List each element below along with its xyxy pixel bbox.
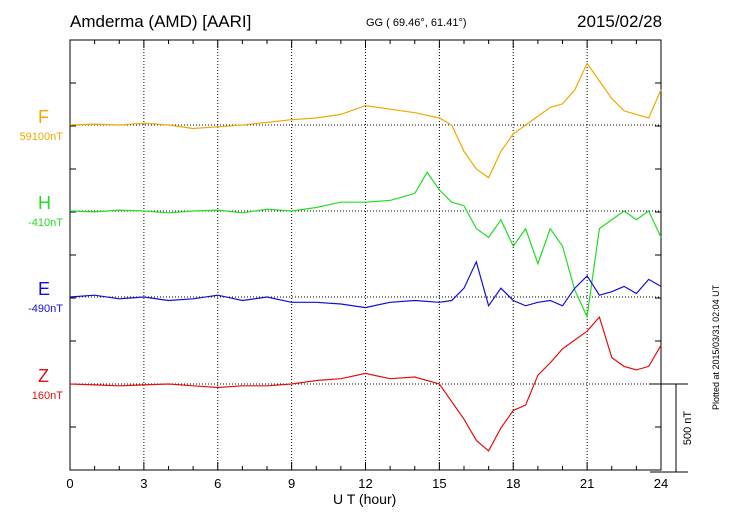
scale-bar: 500 nT bbox=[650, 383, 694, 473]
baseline-value-h: -410nT bbox=[28, 217, 63, 229]
plot-grid bbox=[70, 40, 661, 470]
x-tick-label: 18 bbox=[506, 476, 520, 491]
series-line-f bbox=[69, 62, 662, 179]
x-tick-label: 12 bbox=[358, 476, 372, 491]
series-line-z bbox=[69, 315, 662, 452]
date-label: 2015/02/28 bbox=[577, 12, 663, 31]
x-tick-label: 6 bbox=[214, 476, 221, 491]
x-tick-label: 24 bbox=[654, 476, 668, 491]
series-line-e bbox=[69, 260, 662, 309]
x-tick-label: 9 bbox=[288, 476, 295, 491]
x-tick-label: 3 bbox=[140, 476, 147, 491]
baseline-value-z: 160nT bbox=[31, 390, 63, 402]
component-label-f: F bbox=[38, 107, 49, 127]
x-axis-label: U T (hour) bbox=[333, 491, 397, 507]
x-tick-label: 21 bbox=[580, 476, 594, 491]
station-title: Amderma (AMD) [AARI] bbox=[70, 12, 252, 31]
series-group bbox=[69, 62, 662, 452]
component-label-h: H bbox=[38, 193, 51, 213]
baseline-value-e: -490nT bbox=[28, 303, 63, 315]
component-label-z: Z bbox=[38, 366, 49, 386]
x-tick-label: 0 bbox=[66, 476, 73, 491]
x-axis-ticks: 0 3 6 9 12 15 18 21 24 bbox=[66, 40, 668, 491]
coordinates-label: GG ( 69.46°, 61.41°) bbox=[366, 17, 467, 29]
plotted-timestamp: Plotted at 2015/03/31 02:04 UT bbox=[711, 284, 721, 410]
baseline-value-f: 59100nT bbox=[19, 131, 63, 143]
component-label-e: E bbox=[38, 279, 51, 299]
x-tick-label: 15 bbox=[432, 476, 446, 491]
scale-bar-label: 500 nT bbox=[682, 411, 694, 446]
series-line-h bbox=[69, 171, 662, 319]
plot-frame bbox=[69, 39, 662, 471]
